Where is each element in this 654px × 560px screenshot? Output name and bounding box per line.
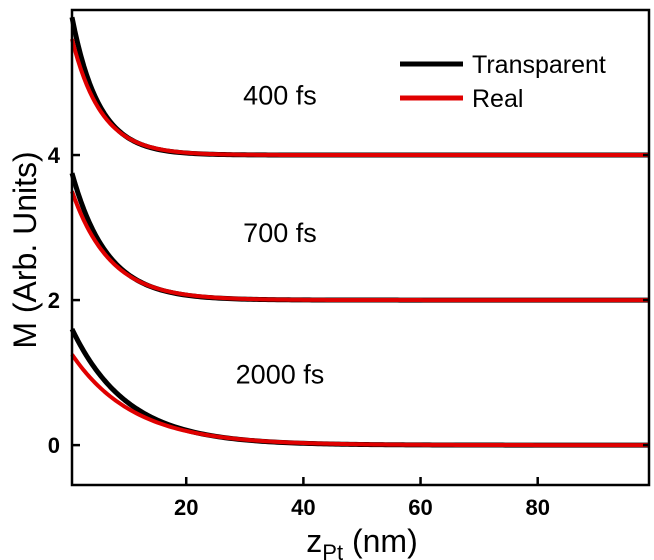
- y-axis-label: M (Arb. Units): [7, 151, 43, 348]
- series-line-real-2: [70, 190, 649, 303]
- series-line-transparent-1: [69, 16, 649, 158]
- x-tick-label-40: 40: [291, 495, 315, 520]
- plot-frame: [70, 8, 651, 487]
- series-line-real-1: [70, 38, 649, 158]
- legend-label-transparent: Transparent: [472, 51, 606, 79]
- legend: Transparent Real: [400, 51, 606, 113]
- annotation-2: 700 fs: [243, 218, 317, 248]
- y-tick-label-4: 4: [48, 143, 61, 168]
- x-tick-label-60: 60: [408, 495, 432, 520]
- labels-layer: 20 40 60 80 0 2 4 400 fs 700 fs 2000 fs: [48, 80, 550, 520]
- x-axis-label-main: z: [306, 523, 322, 559]
- series-line-transparent-2: [69, 172, 649, 303]
- x-tick-label-80: 80: [525, 495, 549, 520]
- series-line-real-3: [70, 353, 649, 448]
- legend-label-real: Real: [472, 85, 523, 113]
- y-tick-label-0: 0: [48, 433, 60, 458]
- annotation-1: 400 fs: [243, 80, 317, 110]
- curves-layer: [69, 16, 649, 448]
- series-line-transparent-3: [69, 327, 649, 448]
- x-axis-label-unit: (nm): [343, 523, 418, 559]
- ticks-layer: [72, 153, 649, 485]
- y-tick-label-2: 2: [48, 288, 60, 313]
- annotation-3: 2000 fs: [236, 359, 325, 389]
- x-axis-label: zPt (nm): [306, 523, 417, 560]
- x-tick-label-20: 20: [174, 495, 198, 520]
- x-axis-label-subscript: Pt: [322, 540, 343, 560]
